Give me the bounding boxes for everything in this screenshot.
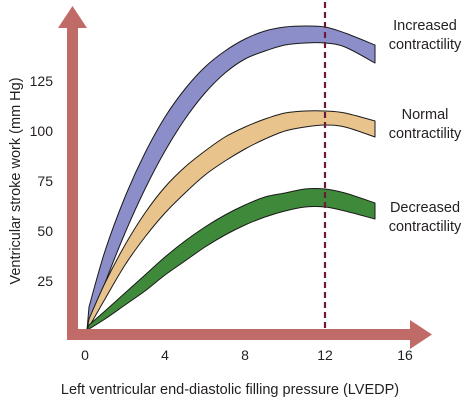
y-tick-100: 100 xyxy=(30,123,54,139)
y-axis-title: Ventricular stroke work (mm Hg) xyxy=(8,77,24,284)
series-band-increased xyxy=(86,25,376,331)
x-tick-12: 12 xyxy=(317,347,333,363)
y-axis-arrowhead xyxy=(58,6,87,28)
y-tick-25: 25 xyxy=(37,273,53,289)
axes-group xyxy=(58,6,432,349)
series-label-increased: Increased contractility xyxy=(389,18,462,53)
series-label-normal: Normal contractility xyxy=(389,107,462,142)
x-axis-arrowhead xyxy=(410,320,432,349)
y-tick-125: 125 xyxy=(30,73,54,89)
y-tick-50: 50 xyxy=(37,223,53,239)
series-label-decreased: Decreased contractility xyxy=(389,200,462,235)
series-labels: Increased contractility Normal contractilit… xyxy=(389,18,462,235)
x-tick-0: 0 xyxy=(81,347,89,363)
y-axis-shaft xyxy=(67,26,78,340)
x-axis-title: Left ventricular end-diastolic filling p… xyxy=(61,382,399,398)
x-tick-8: 8 xyxy=(241,347,249,363)
tick-labels: 25 50 75 100 125 0 4 8 12 16 xyxy=(30,73,413,363)
x-axis-shaft xyxy=(67,329,412,340)
series-band-decreased xyxy=(86,187,376,331)
x-tick-16: 16 xyxy=(397,347,413,363)
y-tick-75: 75 xyxy=(37,173,53,189)
series-bands xyxy=(86,25,376,331)
x-tick-4: 4 xyxy=(161,347,169,363)
series-band-normal xyxy=(86,110,376,331)
